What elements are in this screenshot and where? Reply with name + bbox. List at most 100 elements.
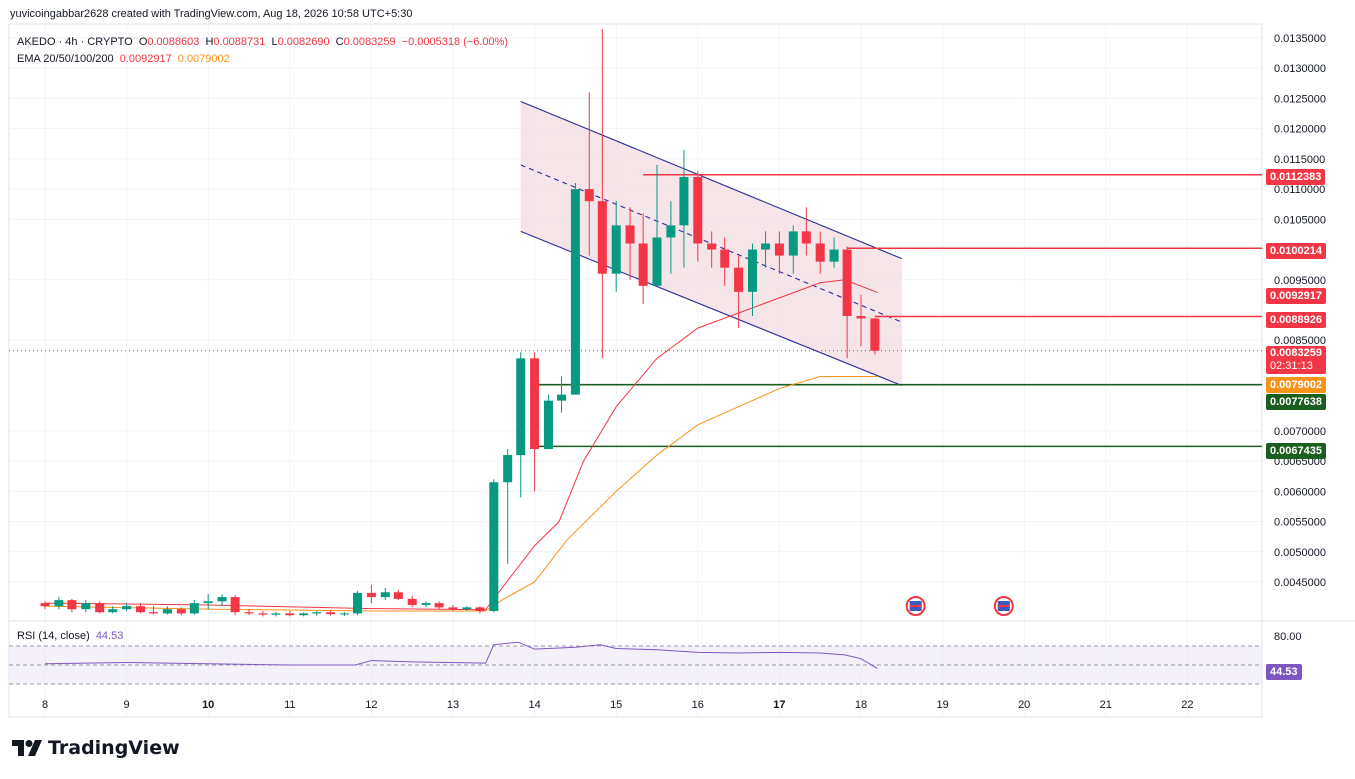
candle-body [611,225,621,274]
candle-body [720,249,730,268]
candle-body [475,607,485,611]
ema20-value: 0.0092917 [119,53,172,65]
last-price-value: 0.0083259 [1270,347,1322,359]
y-tick-label: 0.0060000 [1274,486,1326,498]
bar-countdown: 02:31:13 [1270,360,1313,372]
candle-body [462,607,472,610]
candle-body [393,592,403,599]
candle-body [693,177,703,244]
ema20-line [44,279,878,611]
price-tag-r3: 0.0088926 [1266,312,1326,328]
candle-body [189,603,199,614]
price-tag-r1: 0.0112383 [1266,169,1326,185]
y-tick-label: 0.0110000 [1274,184,1325,196]
y-tick-label: 0.0050000 [1274,547,1326,559]
candle-body [407,598,417,605]
change-value: −0.0005318 (−6.00%) [401,36,509,48]
symbol-label[interactable]: AKEDO · 4h · CRYPTO [17,36,133,48]
candle-body [40,603,50,607]
x-tick-label: 14 [528,699,540,711]
candle-body [176,609,186,614]
candle-body [366,592,376,598]
candle-body [353,592,363,614]
x-tick-label: 17 [773,699,785,711]
candle-body [652,237,662,286]
rsi-line [44,641,878,669]
logo-text: TradingView [48,737,180,759]
high-label: H [205,36,214,48]
candle-body [326,612,336,615]
price-tag-s2: 0.0067435 [1266,443,1326,459]
close-value: 0.0083259 [343,36,396,48]
candle-body [503,455,513,483]
x-tick-label: 8 [42,699,48,711]
candle-body [81,603,91,610]
y-tick-label: 0.0105000 [1274,214,1326,226]
ema50-line [44,375,878,612]
candle-body [516,358,526,456]
low-value: 0.0082690 [277,36,330,48]
candle-body [230,597,240,613]
price-tag-last: 0.0083259 02:31:13 [1266,346,1326,374]
candle-body [380,592,390,598]
price-tag-s1: 0.0077638 [1266,394,1326,410]
candle-body [448,607,458,610]
candle-body [801,231,811,244]
candle-body [135,606,145,613]
ohlc-legend: AKEDO · 4h · CRYPTO O0.0088603 H0.008873… [17,36,511,48]
high-value: 0.0088731 [213,36,266,48]
candle-body [244,612,254,614]
candle-body [761,243,771,250]
rsi-legend[interactable]: RSI (14, close) 44.53 [17,630,126,642]
candle-body [312,612,322,614]
x-tick-label: 18 [855,699,867,711]
candle-body [67,600,77,610]
candle-body [271,613,281,615]
candle-body [625,225,635,244]
candle-body [285,613,295,616]
x-tick-label: 20 [1018,699,1030,711]
candle-body [95,603,105,613]
candle-body [870,318,880,351]
price-tag-ema50: 0.0079002 [1266,377,1326,393]
low-label: L [271,36,278,48]
candle-body [842,249,852,317]
y-tick-label: 0.0125000 [1274,93,1326,105]
y-tick-label: 0.0130000 [1274,63,1326,75]
candle-body [679,177,689,226]
candle-body [108,609,118,613]
close-label: C [335,36,344,48]
candle-body [421,603,431,605]
x-tick-label: 9 [124,699,130,711]
candle-body [122,606,132,610]
candle-body [707,243,717,250]
y-tick-label: 0.0120000 [1274,124,1326,136]
y-tick-label: 0.0055000 [1274,517,1326,529]
candle-body [339,613,349,615]
x-tick-label: 12 [365,699,377,711]
rsi-label: RSI (14, close) [17,630,90,642]
y-tick-label: 0.0115000 [1274,154,1325,166]
candle-body [543,400,553,450]
rsi-legend-value: 44.53 [95,630,124,642]
candle-body [54,600,64,607]
candle-body [557,394,567,401]
y-tick-label: 0.0095000 [1274,275,1326,287]
x-tick-label: 11 [284,699,295,711]
channel-lower-line [520,230,903,387]
candle-body [829,249,839,262]
x-tick-label: 15 [610,699,622,711]
candle-body [788,231,798,256]
candle-body [570,189,580,395]
price-tag-ema20: 0.0092917 [1266,288,1326,304]
ema-legend[interactable]: EMA 20/50/100/200 0.0092917 0.0079002 [17,53,233,65]
candle-body [149,612,159,614]
price-tag-r2: 0.0100214 [1266,243,1326,259]
tradingview-logo[interactable]: TradingView [12,737,180,759]
tradingview-logo-icon [12,740,42,756]
x-tick-label: 13 [447,699,459,711]
ema-label: EMA 20/50/100/200 [17,53,114,65]
candle-body [856,316,866,319]
credit-line: yuvicoingabbar2628 created with TradingV… [10,8,413,20]
